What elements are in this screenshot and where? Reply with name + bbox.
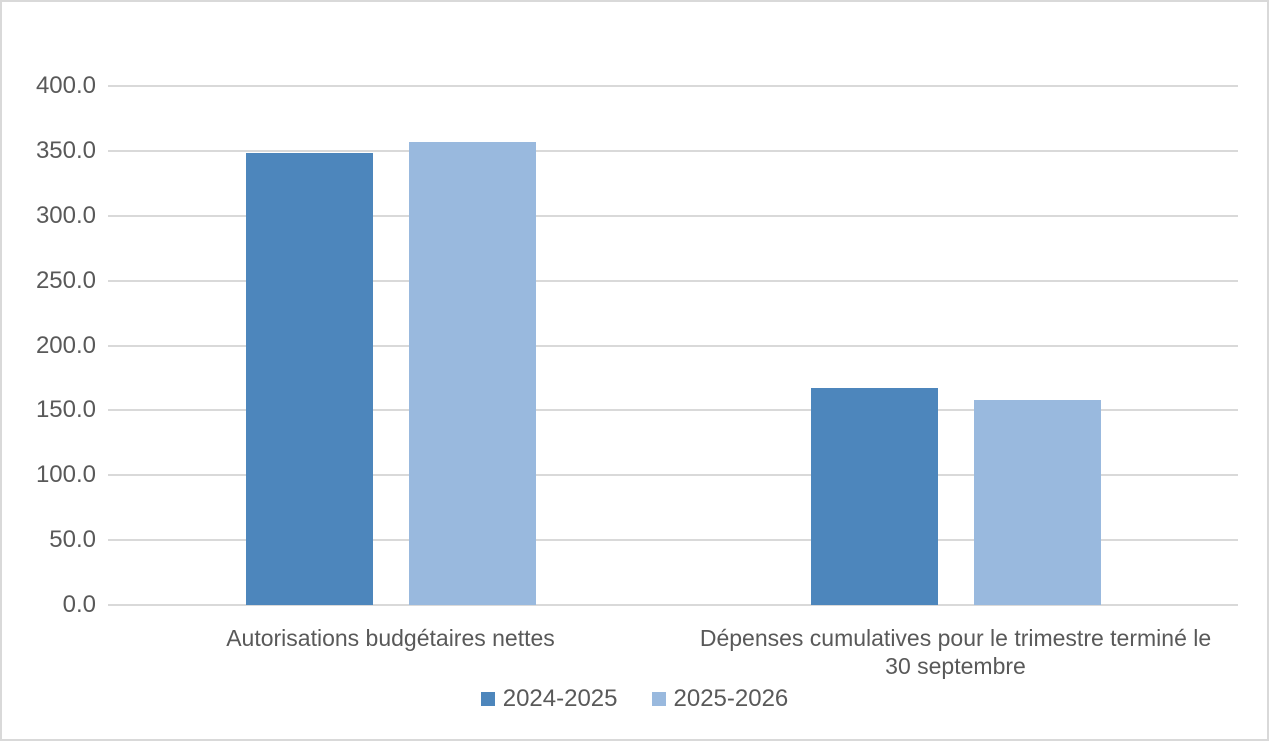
gridline-0.0	[108, 604, 1238, 606]
bar-2025-2026-category-1	[408, 141, 536, 605]
gridline-300.0	[108, 214, 1238, 217]
y-tick-label: 150.0	[35, 396, 96, 424]
legend: 2024-2025 2025-2026	[2, 685, 1267, 713]
legend-label: 2025-2026	[673, 685, 789, 712]
legend-label: 2024-2025	[502, 685, 618, 712]
x-category-label-line: 30 septembre	[885, 653, 1026, 679]
legend-item-2024-2025: 2024-2025	[480, 685, 618, 713]
gridline-50.0	[108, 539, 1238, 542]
x-category-label: Dépenses cumulatives pour le trimestre t…	[633, 624, 1267, 680]
gridline-150.0	[108, 409, 1238, 412]
gridline-100.0	[108, 474, 1238, 477]
legend-item-2025-2026: 2025-2026	[651, 685, 789, 713]
y-tick-label: 100.0	[35, 461, 96, 489]
x-category-label: Autorisations budgétaires nettes	[68, 624, 713, 652]
y-tick-label: 200.0	[35, 331, 96, 359]
y-tick-label: 50.0	[49, 526, 96, 554]
y-tick-label: 300.0	[35, 201, 96, 229]
bar-2024-2025-category-2	[810, 388, 938, 605]
x-category-label-line: Dépenses cumulatives pour le trimestre t…	[699, 625, 1212, 651]
y-tick-label: 250.0	[35, 266, 96, 294]
y-tick-label: 400.0	[35, 72, 96, 99]
y-tick-label: 0.0	[62, 591, 96, 618]
gridline-400.0	[108, 85, 1238, 87]
x-category-label-line: Autorisations budgétaires nettes	[226, 625, 555, 651]
bar-2025-2026-category-2	[973, 399, 1101, 605]
bar-2024-2025-category-1	[245, 153, 373, 605]
gridline-350.0	[108, 149, 1238, 152]
legend-swatch-icon	[480, 692, 495, 706]
legend-swatch-icon	[651, 692, 666, 706]
plot-area	[108, 85, 1238, 606]
gridline-200.0	[108, 344, 1238, 347]
y-tick-label: 350.0	[35, 136, 96, 164]
gridline-250.0	[108, 279, 1238, 282]
